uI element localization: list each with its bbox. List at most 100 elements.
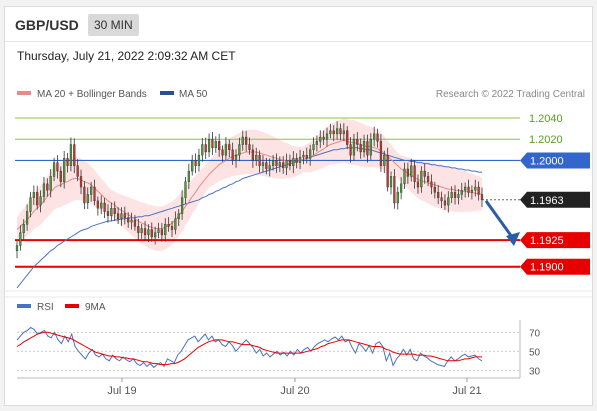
candle-body	[154, 232, 157, 238]
forecast-arrow	[484, 199, 520, 246]
candles	[15, 121, 484, 259]
candle-body	[187, 170, 190, 182]
candle-body	[22, 224, 25, 233]
candle-body	[93, 186, 96, 202]
candle-body	[66, 158, 69, 166]
candle-body	[194, 160, 197, 166]
rsi-tick-label: 70	[529, 328, 541, 339]
candle-body	[90, 186, 93, 195]
candle-body	[480, 194, 484, 200]
candle-body	[440, 197, 443, 202]
candle-body	[302, 154, 305, 158]
candle-body	[228, 144, 231, 151]
candle-body	[116, 213, 120, 220]
candle-body	[400, 183, 403, 193]
rsi-tick-label: 50	[529, 347, 541, 358]
candle-body	[443, 200, 447, 206]
candle-body	[268, 165, 271, 170]
candle-body	[63, 158, 66, 182]
candle-body	[86, 194, 89, 204]
candle-body	[251, 149, 254, 161]
candle-body	[127, 217, 130, 223]
candle-body	[467, 186, 470, 193]
candle-body	[204, 144, 207, 153]
candle-body	[167, 224, 170, 227]
ma9-legend-swatch	[65, 304, 79, 308]
candle-body	[238, 144, 241, 156]
candle-body	[39, 196, 42, 206]
ma50-line	[16, 147, 482, 289]
legend: MA 20 + Bollinger Bands MA 50 Research ©…	[17, 89, 585, 100]
candle-body	[265, 162, 268, 170]
candle-body	[285, 160, 288, 169]
candle-body	[197, 154, 201, 166]
candle-body	[150, 229, 153, 238]
candle-body	[130, 219, 133, 223]
candle-body	[160, 229, 164, 236]
candle-body	[315, 141, 319, 145]
candle-body	[164, 224, 167, 236]
candle-body	[241, 136, 244, 145]
candle-body	[42, 183, 46, 197]
candle-body	[52, 162, 56, 177]
forecast-arrow-head	[506, 232, 520, 246]
x-tick-label: Jul 20	[280, 385, 309, 397]
candle-body	[258, 154, 261, 166]
candle-body	[426, 176, 430, 182]
support-label-tag	[520, 232, 590, 249]
candle-body	[416, 181, 420, 188]
candle-body	[474, 186, 477, 191]
candle-body	[221, 149, 224, 156]
candle-body	[369, 138, 372, 156]
candle-body	[346, 130, 349, 145]
candle-body	[410, 165, 413, 177]
candle-body	[447, 197, 450, 206]
candle-body	[177, 213, 180, 220]
candle-body	[309, 149, 312, 159]
candle-body	[332, 130, 335, 135]
candle-body	[383, 154, 386, 166]
candle-body	[201, 144, 204, 156]
chart-header: GBP/USD 30 MIN	[5, 7, 592, 41]
candle-body	[288, 160, 292, 166]
currency-pair-title: GBP/USD	[15, 17, 79, 33]
rsi-ma9-line	[16, 331, 482, 366]
candle-body	[120, 213, 123, 220]
candle-body	[373, 133, 376, 140]
candle-body	[349, 144, 352, 156]
candle-body	[305, 154, 308, 159]
candle-body	[147, 229, 150, 236]
candle-body	[214, 141, 217, 148]
ma50-legend-label: MA 50	[179, 89, 208, 100]
candle-body	[46, 183, 49, 191]
candle-body	[103, 202, 106, 212]
timeframe-badge[interactable]: 30 MIN	[88, 14, 139, 36]
chart-background	[5, 290, 592, 379]
support-label: 1.1925	[530, 235, 564, 247]
candle-body	[453, 192, 457, 198]
candle-body	[396, 192, 399, 204]
candle-body	[325, 133, 329, 140]
x-tick-label: Jul 19	[107, 385, 136, 397]
candle-body	[470, 190, 474, 193]
candle-body	[218, 141, 221, 151]
candle-body	[224, 144, 228, 156]
pivot-label-tag	[520, 152, 590, 169]
candle-body	[110, 208, 113, 216]
candle-body	[191, 160, 194, 172]
candle-body	[352, 138, 356, 156]
candle-body	[376, 133, 379, 142]
rsi-legend: RSI 9MA	[17, 302, 106, 313]
candle-body	[211, 138, 214, 148]
key-levels: 1.2040 1.2020 1.2000 1.1963 1.1925 1.1900	[15, 113, 590, 275]
candle-body	[292, 158, 295, 166]
candle-body	[464, 186, 467, 191]
candle-body	[295, 158, 298, 163]
candle-body	[278, 162, 281, 166]
header-divider	[5, 41, 592, 42]
candle-body	[366, 141, 369, 156]
candle-body	[420, 170, 423, 188]
candle-body	[379, 141, 383, 166]
rsi-line	[16, 326, 483, 369]
candle-body	[36, 192, 39, 206]
